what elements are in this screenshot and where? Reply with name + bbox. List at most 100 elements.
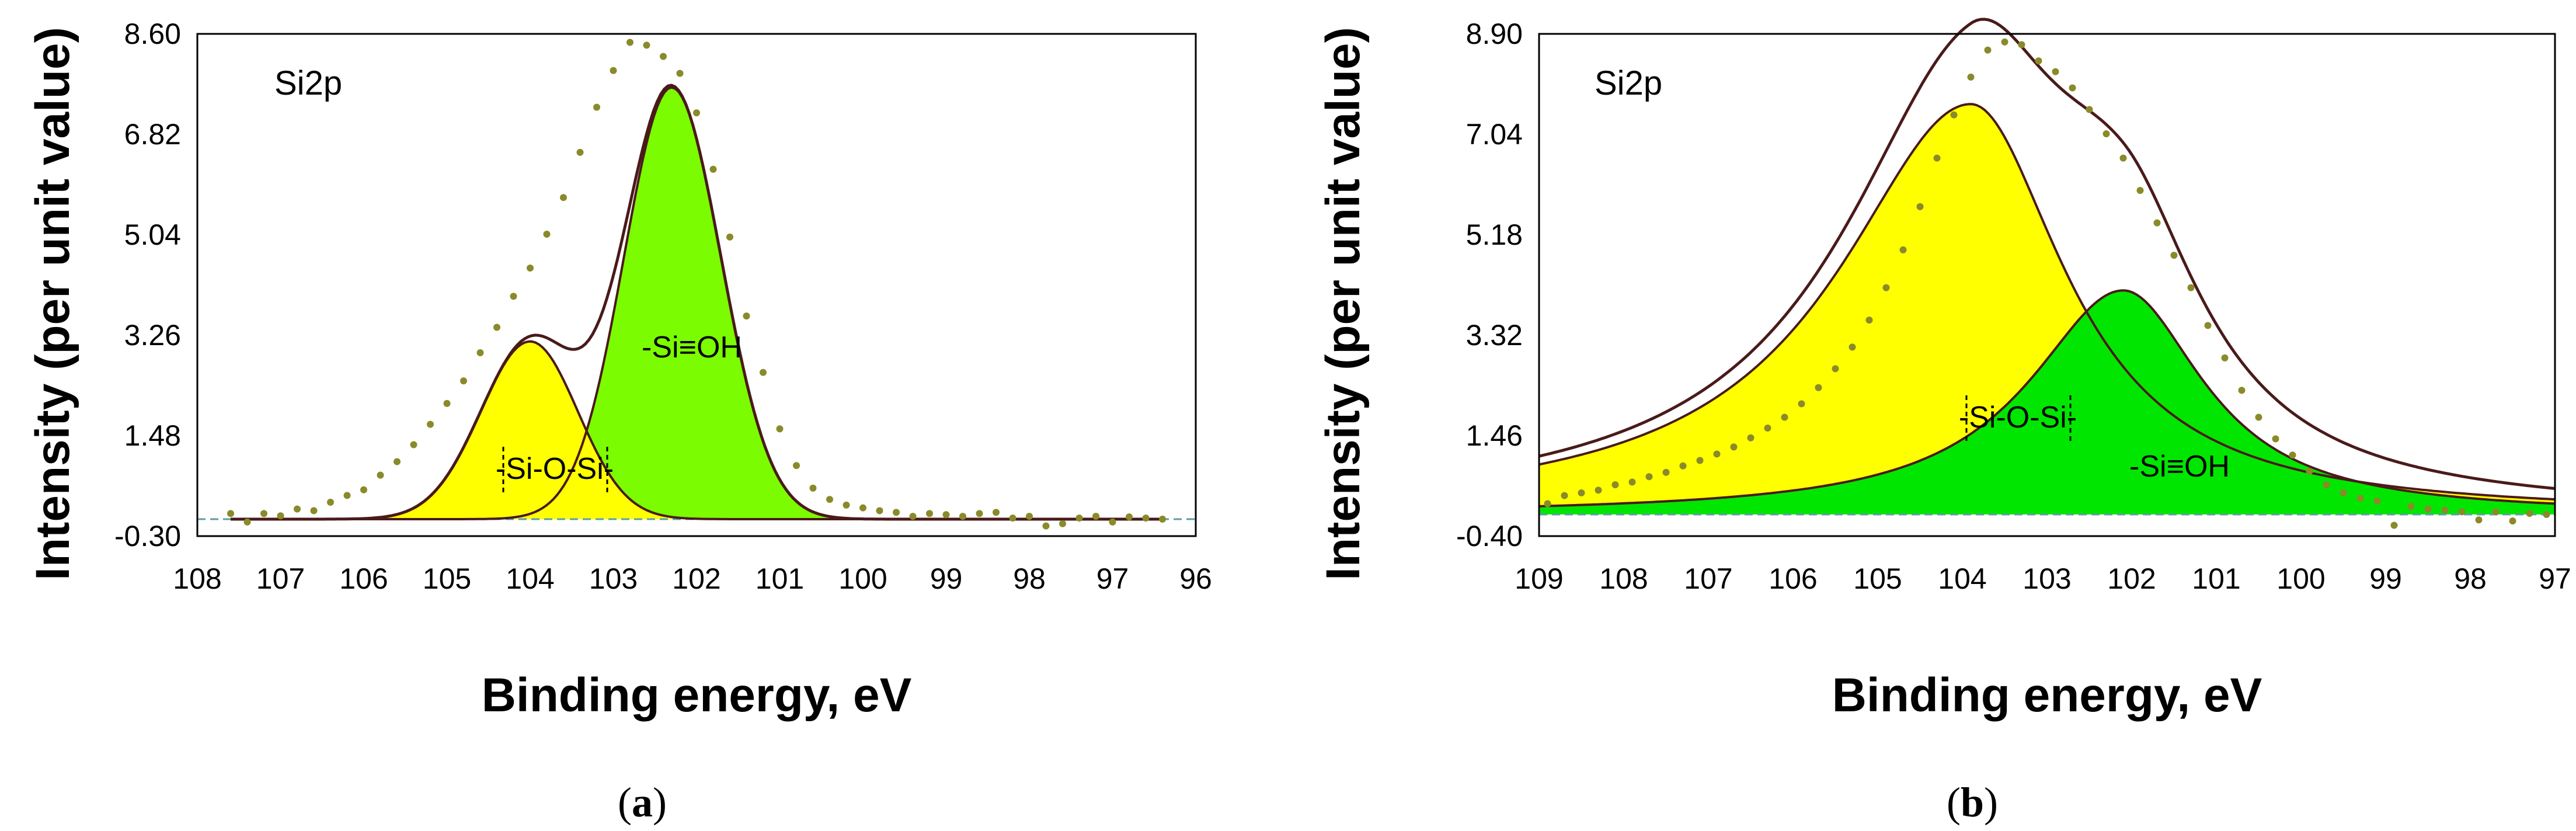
data-point (1059, 520, 1066, 527)
data-point (709, 165, 717, 173)
x-tick-label: 99 (930, 562, 963, 595)
x-tick-label: 108 (1599, 562, 1648, 595)
data-point (277, 512, 284, 520)
y-tick-label: 5.18 (1466, 218, 1523, 251)
y-tick-label: 5.04 (124, 218, 181, 251)
data-point (510, 293, 517, 300)
data-point (460, 377, 467, 385)
data-point (1882, 284, 1890, 291)
y-tick-label: 3.32 (1466, 319, 1523, 352)
data-point (1026, 513, 1033, 520)
data-point (2390, 521, 2398, 529)
data-point (1561, 492, 1568, 499)
x-tick-label: 104 (1938, 562, 1986, 595)
data-point (2509, 517, 2516, 525)
peak-label-si-o-si: -Si-O-Si- (496, 452, 614, 486)
x-tick-label: 97 (1096, 562, 1129, 595)
y-tick-label: 8.60 (124, 18, 181, 50)
data-point (626, 39, 633, 46)
data-point (593, 103, 600, 111)
y-tick-label: 8.90 (1466, 18, 1523, 50)
x-axis-title: Binding energy, eV (482, 669, 912, 722)
x-tick-label: 100 (2276, 562, 2325, 595)
data-point (327, 499, 334, 506)
peak-area-si-oh (231, 87, 1162, 520)
envelope-curve (231, 84, 1162, 521)
data-point (643, 41, 650, 49)
points-layer (1544, 38, 2550, 529)
data-point (1595, 486, 1602, 494)
x-tick-label: 105 (1853, 562, 1902, 595)
data-point (1747, 434, 1755, 441)
x-tick-label: 100 (838, 562, 887, 595)
data-point (2407, 503, 2415, 510)
data-point (1764, 425, 1771, 432)
x-tick-label: 109 (1515, 562, 1563, 595)
data-point (527, 265, 534, 272)
y-tick-label: 7.04 (1466, 118, 1523, 151)
data-point (1967, 73, 1975, 81)
data-point (1628, 478, 1636, 486)
data-point (2119, 154, 2127, 162)
data-point (1042, 522, 1050, 530)
plot-frame (1538, 33, 2556, 537)
x-tick-label: 101 (2192, 562, 2240, 595)
fill-layer (1539, 104, 2555, 515)
data-point (2187, 284, 2195, 291)
y-tick-label: 3.26 (124, 319, 181, 352)
data-point (2306, 468, 2313, 475)
data-point (1645, 473, 1653, 481)
y-tick-label: 1.48 (124, 419, 181, 452)
data-point (1933, 154, 1941, 162)
data-point (260, 510, 267, 517)
data-point (2238, 387, 2246, 394)
y-tick-label: 1.46 (1466, 419, 1523, 452)
data-point (660, 53, 667, 60)
data-point (1679, 462, 1687, 470)
x-tick-label: 104 (506, 562, 554, 595)
data-point (243, 518, 251, 526)
data-point (776, 425, 784, 433)
data-point (2221, 354, 2229, 361)
data-point (876, 507, 883, 514)
data-point (1696, 457, 1704, 464)
plot-frame (196, 33, 1197, 537)
peak-curve-si-oh (1538, 289, 2556, 507)
y-axis-title: Intensity (per unit value) (26, 27, 79, 580)
data-point (493, 324, 500, 331)
data-point (2255, 413, 2262, 421)
y-tick-labels: 8.90 7.04 5.18 3.32 1.46 -0.40 (1456, 18, 1523, 552)
data-point (1916, 203, 1924, 210)
data-point (227, 510, 234, 517)
data-point (793, 462, 800, 470)
y-tick-label: 6.82 (124, 118, 181, 151)
data-point (443, 399, 451, 407)
data-point (743, 312, 750, 320)
data-point (1009, 514, 1017, 522)
x-tick-label: 102 (2107, 562, 2156, 595)
peak-area-si-oh (1539, 290, 2555, 514)
panel-caption-b: (b) (1947, 779, 1998, 826)
data-point (2340, 489, 2347, 497)
x-tick-label: 97 (2539, 562, 2571, 595)
data-point (1815, 384, 1822, 391)
data-point (942, 511, 950, 519)
data-point (2289, 451, 2296, 459)
data-point (543, 231, 551, 238)
peak-label-si-oh: -Si≡OH (2129, 450, 2230, 484)
x-tick-label: 106 (1769, 562, 1817, 595)
x-tick-label: 105 (423, 562, 471, 595)
data-point (1899, 246, 1907, 253)
data-point (1984, 46, 1992, 54)
peak-curve-si-o-si (1538, 103, 2556, 501)
peak-area-si-o-si (231, 341, 1162, 519)
peak-area-si-o-si (1539, 104, 2555, 515)
data-point (410, 441, 417, 448)
data-point (394, 458, 401, 465)
data-point (1798, 400, 1805, 408)
x-tick-label: 98 (1013, 562, 1046, 595)
data-point (2018, 41, 2025, 48)
data-point (343, 492, 351, 499)
data-point (1713, 450, 1721, 458)
data-point (2424, 505, 2432, 513)
